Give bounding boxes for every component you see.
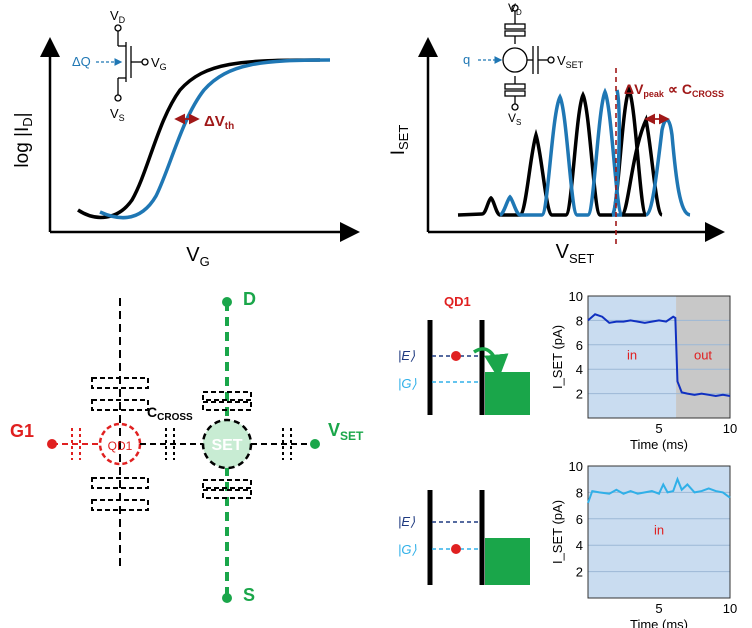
panel-d: QD1 |E⟩ |G⟩ |E⟩ |G⟩ bbox=[398, 294, 530, 585]
y-tick-label: 4 bbox=[576, 538, 583, 553]
set-island-label: SET bbox=[211, 437, 242, 454]
mosfet-vs-label: VS bbox=[110, 106, 125, 123]
y-tick-label: 6 bbox=[576, 512, 583, 527]
y-tick-label: 6 bbox=[576, 338, 583, 353]
curve-blue-transfer bbox=[99, 58, 331, 220]
region-in bbox=[588, 466, 730, 598]
source-label: S bbox=[243, 585, 255, 605]
panel-b-x-label: VSET bbox=[556, 241, 595, 266]
panel-d-qd1-label: QD1 bbox=[444, 294, 471, 309]
lower-electron bbox=[451, 544, 461, 554]
upper-e-label: |E⟩ bbox=[398, 348, 415, 363]
mosfet-vg-label: VG bbox=[151, 55, 167, 72]
x-tick-label: 5 bbox=[655, 421, 662, 436]
series-line bbox=[587, 313, 731, 398]
tunneling-arrow bbox=[473, 347, 509, 379]
y-axis-label: I_SET (pA) bbox=[550, 325, 565, 389]
y-tick-label: 2 bbox=[576, 387, 583, 402]
x-axis-label: Time (ms) bbox=[630, 617, 688, 628]
dq-label: ΔQ bbox=[72, 54, 91, 69]
y-tick-label: 4 bbox=[576, 362, 583, 377]
vset-cap bbox=[282, 428, 292, 460]
set-barrier-caps bbox=[202, 391, 252, 499]
panel-a: log |ID| VG ΔVth ΔQ VD VG VS bbox=[12, 8, 360, 269]
qd1-barrier-caps bbox=[91, 377, 149, 511]
region-out bbox=[676, 296, 730, 418]
ccross-label: CCROSS bbox=[147, 404, 193, 423]
x-axis-label: Time (ms) bbox=[630, 437, 688, 452]
panel-b: ISET VSET ΔVpeak ∝ CCROSS q VD bbox=[388, 1, 725, 266]
lower-e-label: |E⟩ bbox=[398, 514, 415, 529]
x-tick-label: 5 bbox=[655, 601, 662, 616]
plot-frame bbox=[587, 465, 731, 599]
drain-terminal bbox=[222, 297, 232, 307]
chart-bottom-time-trace: in 2 4 6 8 10 5 10 Time (ms) I_SET (pA) bbox=[550, 459, 737, 628]
y-tick-label: 8 bbox=[576, 313, 583, 328]
g1-cap bbox=[71, 428, 81, 460]
set-vs-label: VS bbox=[508, 111, 521, 127]
curve-black-transfer bbox=[77, 58, 321, 220]
y-tick-label: 10 bbox=[569, 289, 583, 304]
upper-electron bbox=[451, 351, 461, 361]
mosfet-vd-label: VD bbox=[110, 8, 126, 25]
ccross-cap bbox=[165, 428, 175, 460]
curve-black-peaks bbox=[457, 85, 664, 217]
panel-a-x-label: VG bbox=[186, 244, 209, 269]
region-label-in: in bbox=[654, 523, 664, 538]
y-tick-label: 10 bbox=[569, 459, 583, 474]
panel-c: D S SET QD1 G1 bbox=[10, 289, 364, 605]
region-label-in: in bbox=[627, 347, 637, 362]
upper-reservoir bbox=[485, 372, 530, 415]
region-label-out: out bbox=[694, 347, 712, 362]
vset-terminal bbox=[310, 439, 320, 449]
y-tick-label: 2 bbox=[576, 565, 583, 580]
x-tick-label: 10 bbox=[723, 601, 737, 616]
set-vset-label: VSET bbox=[557, 53, 584, 70]
upper-g-label: |G⟩ bbox=[398, 376, 417, 391]
drain-label: D bbox=[243, 289, 256, 309]
x-tick-label: 10 bbox=[723, 421, 737, 436]
y-axis-label: I_SET (pA) bbox=[550, 500, 565, 564]
lower-reservoir bbox=[485, 538, 530, 585]
delta-vpeak-label: ΔVpeak ∝ CCROSS bbox=[624, 81, 724, 99]
plot-frame bbox=[587, 295, 731, 419]
mosfet-symbol bbox=[114, 24, 149, 102]
delta-vth-label: ΔVth bbox=[204, 113, 234, 132]
lower-g-label: |G⟩ bbox=[398, 542, 417, 557]
vset-label: VSET bbox=[328, 420, 364, 443]
panel-a-y-label: log |ID| bbox=[12, 112, 35, 167]
set-vd-label: VD bbox=[508, 1, 522, 17]
panel-b-y-label: ISET bbox=[388, 125, 411, 156]
chart-top-time-trace: in out 2 4 6 8 10 5 10 Time (ms) I_SET (pA) bbox=[550, 289, 737, 452]
series-line bbox=[587, 476, 731, 504]
y-tick-label: 8 bbox=[576, 485, 583, 500]
g1-label: G1 bbox=[10, 421, 34, 441]
source-terminal bbox=[222, 593, 232, 603]
qd1-island-label: QD1 bbox=[108, 439, 133, 453]
set-symbol bbox=[502, 4, 555, 111]
q-label: q bbox=[463, 52, 470, 67]
